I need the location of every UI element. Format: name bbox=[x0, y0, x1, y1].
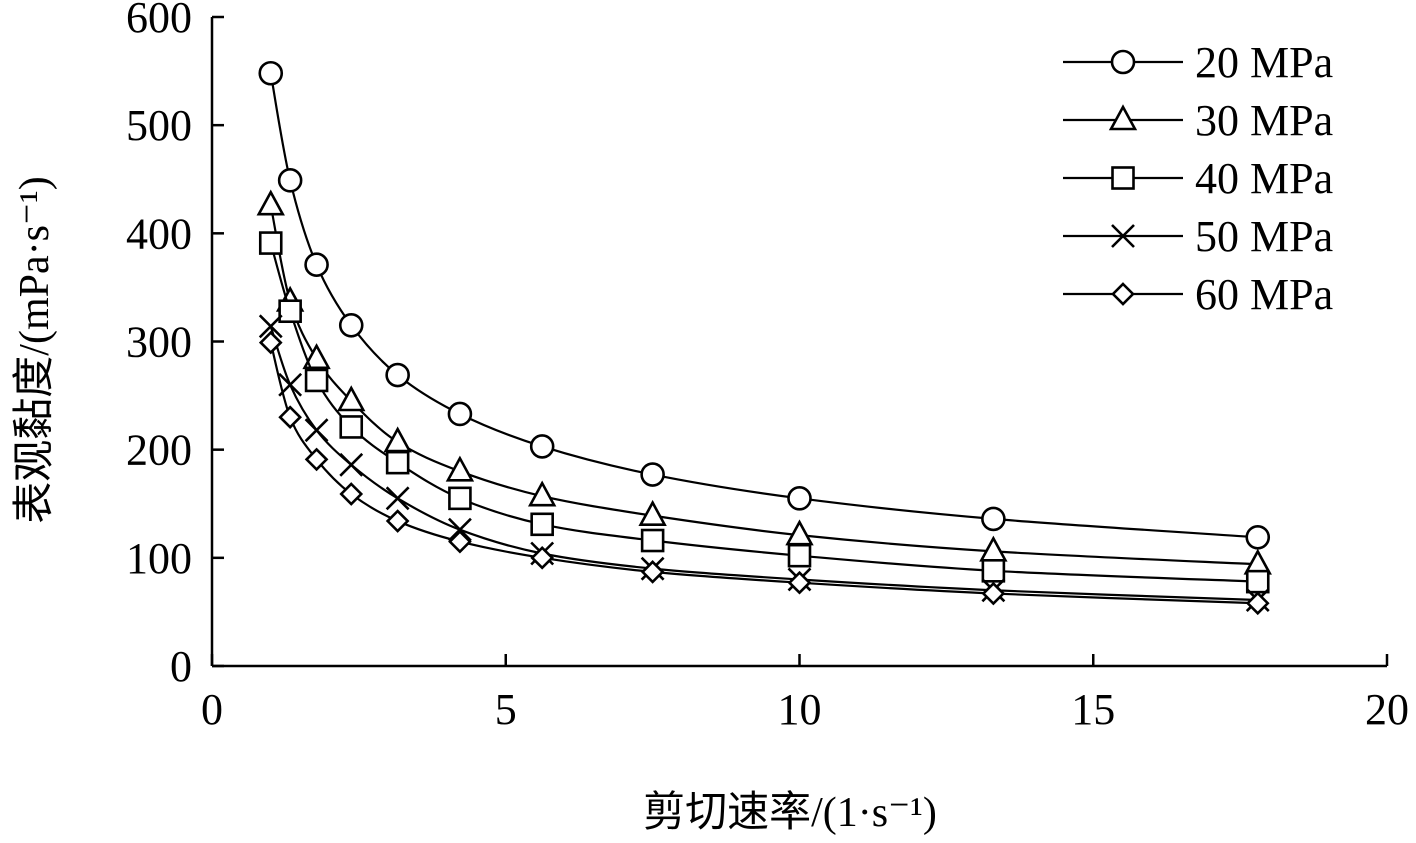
legend-marker-circle bbox=[1110, 49, 1136, 75]
y-tick-label: 400 bbox=[126, 209, 192, 258]
data-point-triangle bbox=[979, 535, 1008, 562]
data-point-cross bbox=[448, 517, 472, 542]
data-point-triangle bbox=[256, 189, 285, 216]
legend-item: 30 MPa bbox=[1063, 96, 1333, 145]
data-point-circle bbox=[258, 60, 284, 86]
data-point-square bbox=[448, 486, 472, 511]
legend-marker-diamond bbox=[1111, 282, 1135, 306]
series-triangle bbox=[256, 189, 1272, 575]
data-point-cross bbox=[304, 418, 329, 443]
data-point-diamond bbox=[304, 447, 329, 472]
data-point-diamond bbox=[278, 405, 302, 430]
data-point-diamond bbox=[339, 482, 364, 506]
data-point-circle bbox=[787, 486, 812, 511]
data-point-diamond bbox=[1245, 591, 1270, 616]
legend-label: 60 MPa bbox=[1195, 270, 1333, 319]
data-point-triangle bbox=[445, 455, 475, 482]
legend: 20 MPa 30 MPa 40 MPa 50 MPa 60 MPa bbox=[1063, 38, 1333, 319]
legend-marker-square bbox=[1111, 166, 1135, 190]
data-point-diamond bbox=[448, 529, 472, 554]
x-axis-title: 剪切速率/(1·s⁻¹) bbox=[643, 789, 937, 836]
data-point-circle bbox=[304, 252, 329, 278]
legend-label: 40 MPa bbox=[1195, 154, 1333, 203]
data-point-square bbox=[787, 543, 812, 568]
x-tick-label: 10 bbox=[778, 685, 822, 734]
data-point-square bbox=[981, 559, 1006, 583]
data-point-square bbox=[385, 450, 410, 475]
x-tick-label: 20 bbox=[1365, 685, 1409, 734]
x-ticks: 0 5 10 15 20 bbox=[201, 654, 1409, 734]
series-line bbox=[269, 342, 1258, 605]
data-point-diamond bbox=[981, 581, 1006, 606]
data-point-cross bbox=[258, 314, 283, 339]
legend-label: 50 MPa bbox=[1195, 212, 1333, 261]
series-cross bbox=[258, 314, 1270, 612]
data-point-circle bbox=[447, 401, 473, 427]
x-tick-label: 0 bbox=[201, 685, 223, 734]
y-axis-title: 表观黏度/(mPa·s⁻¹) bbox=[12, 176, 58, 523]
legend-marker-triangle bbox=[1108, 104, 1138, 131]
data-point-circle bbox=[1245, 524, 1271, 550]
x-tick-label: 15 bbox=[1071, 685, 1115, 734]
legend-item: 20 MPa bbox=[1063, 38, 1333, 87]
data-point-circle bbox=[981, 506, 1006, 532]
data-point-circle bbox=[529, 434, 555, 459]
series-line bbox=[269, 326, 1258, 602]
legend-label: 20 MPa bbox=[1195, 38, 1333, 87]
series-square bbox=[258, 231, 1270, 594]
data-point-triangle bbox=[337, 385, 366, 412]
data-point-square bbox=[640, 528, 665, 553]
legend-marker-cross bbox=[1111, 224, 1135, 248]
data-point-diamond bbox=[787, 570, 812, 595]
data-point-square bbox=[304, 368, 329, 393]
series-diamond bbox=[258, 330, 1270, 616]
data-point-diamond bbox=[640, 560, 665, 584]
x-tick-label: 5 bbox=[495, 685, 517, 734]
data-point-triangle bbox=[527, 480, 557, 507]
y-tick-label: 0 bbox=[170, 642, 192, 691]
data-point-square bbox=[258, 231, 283, 255]
series-group bbox=[256, 60, 1272, 616]
series-line bbox=[269, 73, 1258, 539]
data-point-square bbox=[278, 299, 302, 324]
legend-item: 40 MPa bbox=[1063, 154, 1333, 203]
data-point-circle bbox=[385, 362, 410, 388]
data-point-cross bbox=[385, 486, 410, 511]
data-point-circle bbox=[640, 462, 665, 487]
legend-item: 60 MPa bbox=[1063, 270, 1333, 319]
y-tick-label: 600 bbox=[126, 0, 192, 42]
y-tick-label: 100 bbox=[126, 534, 192, 583]
data-point-cross bbox=[339, 452, 364, 477]
y-tick-label: 500 bbox=[126, 101, 192, 150]
legend-label: 30 MPa bbox=[1195, 96, 1333, 145]
y-tick-label: 200 bbox=[126, 426, 192, 475]
data-point-square bbox=[530, 512, 554, 537]
series-circle bbox=[258, 60, 1271, 550]
data-point-diamond bbox=[258, 330, 283, 355]
data-point-diamond bbox=[385, 509, 410, 533]
y-ticks: 0 100 200 300 400 500 600 bbox=[126, 0, 224, 691]
data-point-square bbox=[1245, 569, 1270, 594]
data-point-square bbox=[339, 415, 364, 439]
data-point-triangle bbox=[383, 426, 412, 453]
data-point-triangle bbox=[302, 343, 331, 370]
data-point-triangle bbox=[638, 499, 667, 526]
data-point-circle bbox=[277, 168, 303, 193]
data-point-diamond bbox=[530, 545, 555, 570]
y-tick-label: 300 bbox=[126, 318, 192, 367]
data-point-circle bbox=[338, 312, 364, 338]
legend-item: 50 MPa bbox=[1063, 212, 1333, 261]
